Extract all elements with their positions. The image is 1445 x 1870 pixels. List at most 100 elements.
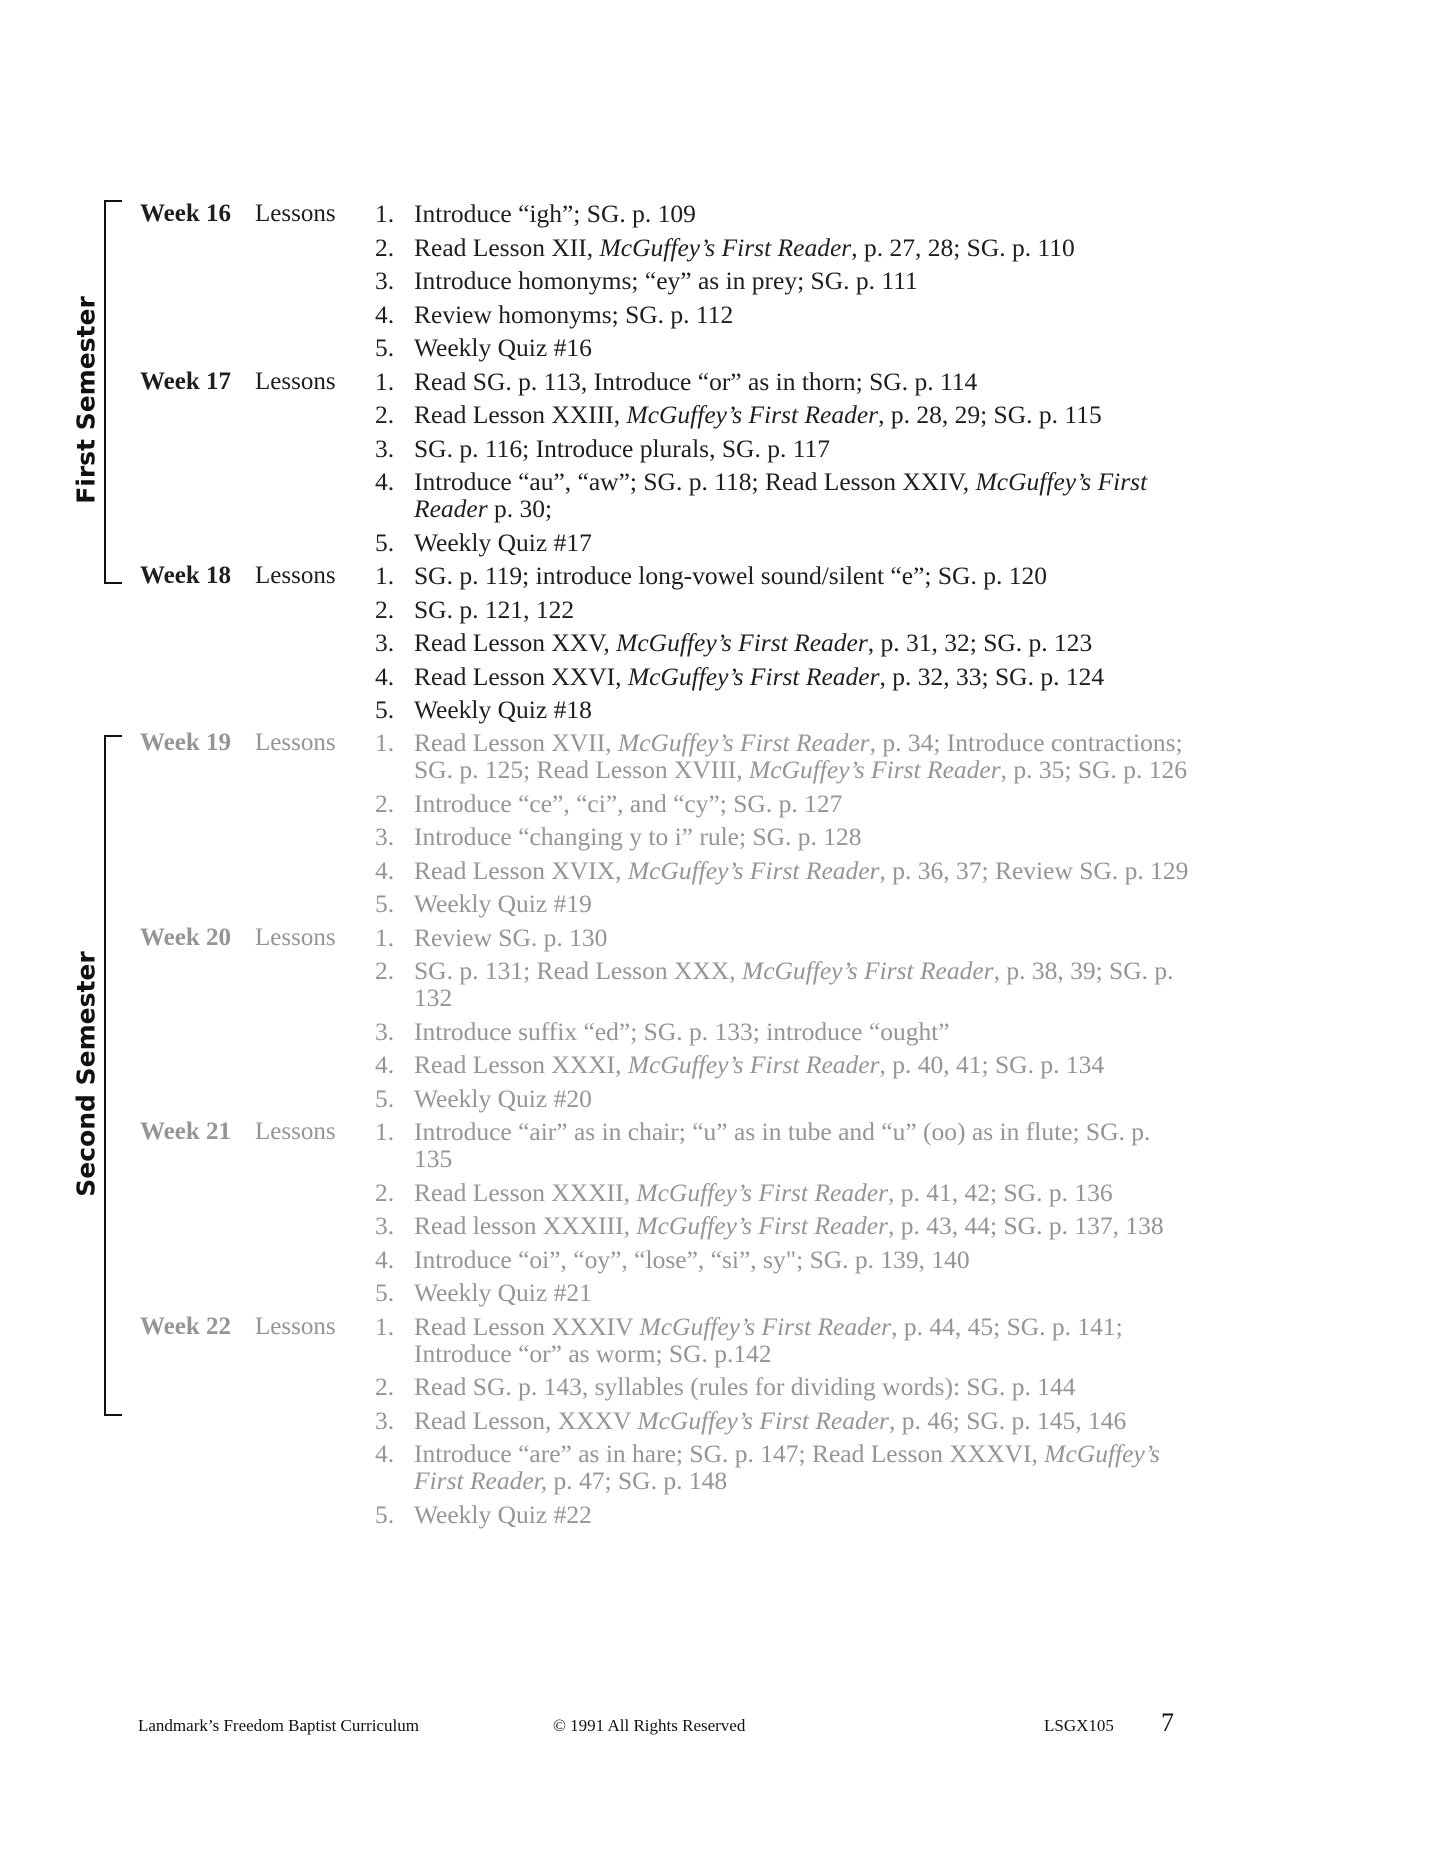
lesson-number: 3.	[375, 628, 395, 657]
lesson-text: Weekly Quiz #21	[414, 1278, 592, 1307]
lesson-item: 2. Introduce “ce”, “ci”, and “cy”; SG. p.…	[375, 790, 1194, 817]
lesson-text: , p. 38, 39; SG. p. 132	[414, 956, 1174, 1012]
week-block: Week 17 Lessons 1. Read SG. p. 113, Introdu…	[0, 368, 1445, 556]
lesson-text: , p. 31, 32; SG. p. 123	[867, 628, 1093, 657]
lessons-label: Lessons	[255, 1118, 336, 1145]
lesson-number: 3.	[375, 1016, 395, 1046]
lesson-item: 4. Read Lesson XXVI, McGuffey’s First Rea…	[375, 663, 1194, 690]
lesson-number: 5.	[375, 1083, 395, 1113]
lesson-item: 5. Weekly Quiz #19	[375, 890, 1194, 917]
lesson-item: 5. Weekly Quiz #22	[375, 1501, 1194, 1528]
lesson-text: Read Lesson XXXI,	[414, 1050, 628, 1079]
week-block: Week 20 Lessons 1. Review SG. p. 130 2. SG. p…	[0, 924, 1445, 1112]
lesson-item: 5. Weekly Quiz #17	[375, 529, 1194, 556]
lesson-number: 5.	[375, 889, 395, 918]
lesson-text: Introduce “air” as in chair; “u” as in t…	[414, 1117, 1151, 1173]
book-title: McGuffey’s First Reader	[636, 1177, 889, 1207]
lesson-item: 4. Introduce “au”, “aw”; SG. p. 118; Read…	[375, 468, 1194, 522]
lesson-item: 5. Weekly Quiz #21	[375, 1279, 1194, 1306]
lesson-text: , p. 44, 45; SG. p. 141; Introduce “or” …	[414, 1311, 1123, 1368]
lesson-text: SG. p. 116; Introduce plurals, SG. p. 11…	[414, 433, 830, 463]
footer-publisher: Landmark’s Freedom Baptist Curriculum	[138, 1716, 419, 1735]
lesson-text: , p. 28, 29; SG. p. 115	[878, 400, 1102, 429]
lesson-item: 2. Read Lesson XXIII, McGuffey’s First Re…	[375, 401, 1194, 428]
lesson-text: p. 47; SG. p. 148	[547, 1466, 728, 1495]
lesson-item: 2. Read SG. p. 143, syllables (rules for …	[375, 1373, 1194, 1400]
lesson-text: Weekly Quiz #18	[414, 695, 592, 724]
lesson-number: 2.	[375, 956, 395, 985]
lesson-item: 1. Read Lesson XXXIV McGuffey’s First Rea…	[375, 1313, 1194, 1367]
lesson-text: Weekly Quiz #19	[414, 889, 592, 918]
lesson-number: 2.	[375, 594, 395, 624]
lesson-number: 2.	[375, 232, 395, 262]
week-label: Week 21	[140, 1118, 231, 1145]
lesson-number: 1.	[375, 922, 395, 952]
lesson-text: Read Lesson XXV,	[414, 628, 617, 657]
lesson-text: Read Lesson XXVI,	[414, 661, 628, 691]
week-label: Week 17	[140, 367, 231, 395]
lesson-text: Read Lesson XVIX,	[414, 855, 628, 885]
lesson-text: Introduce suffix “ed”; SG. p. 133; intro…	[414, 1016, 950, 1046]
lessons-label: Lessons	[255, 923, 336, 951]
lessons-label: Lessons	[255, 562, 336, 589]
lesson-text: Read Lesson XII,	[414, 232, 600, 262]
lesson-item: 3. Read Lesson, XXXV McGuffey’s First Rea…	[375, 1407, 1194, 1434]
lesson-text: SG. p. 131; Read Lesson XXX,	[414, 956, 742, 985]
lesson-text: , p. 40, 41; SG. p. 134	[879, 1050, 1105, 1079]
week-block: Week 16 Lessons 1. Introduce “igh”; SG. p. …	[0, 200, 1445, 361]
lesson-text: , p. 35; SG. p. 126	[1000, 755, 1187, 784]
lesson-item: 3. Read Lesson XXV, McGuffey’s First Read…	[375, 629, 1194, 656]
lesson-text: Read Lesson XXXII,	[414, 1177, 637, 1207]
lesson-text: Weekly Quiz #17	[414, 527, 592, 557]
second-semester-schedule: Week 19 Lessons 1. Read Lesson XVII, McGuff…	[0, 729, 1445, 1534]
first-semester-bracket	[104, 200, 122, 584]
lesson-text: , p. 32, 33; SG. p. 124	[879, 661, 1105, 691]
lesson-number: 3.	[375, 1405, 395, 1435]
lesson-text: Introduce “are” as in hare; SG. p. 147; …	[414, 1439, 1045, 1468]
book-title: McGuffey’s First Reader	[627, 1050, 880, 1079]
lesson-text: Introduce “changing y to i” rule; SG. p.…	[414, 822, 862, 851]
week-label: Week 22	[140, 1312, 231, 1340]
lesson-number: 4.	[375, 661, 395, 691]
lesson-item: 3. Introduce suffix “ed”; SG. p. 133; int…	[375, 1018, 1194, 1045]
lesson-text: Read Lesson XVII,	[414, 728, 618, 757]
lesson-number: 4.	[375, 467, 395, 496]
lesson-text: Read SG. p. 113, Introduce “or” as in th…	[414, 366, 978, 396]
lesson-text: , p. 36, 37; Review SG. p. 129	[879, 855, 1189, 885]
lesson-number: 1.	[375, 561, 395, 590]
lesson-number: 4.	[375, 1050, 395, 1079]
lesson-number: 3.	[375, 822, 395, 851]
first-semester-schedule: Week 16 Lessons 1. Introduce “igh”; SG. p. …	[0, 200, 1445, 730]
lesson-number: 1.	[375, 1117, 395, 1146]
lesson-number: 4.	[375, 299, 395, 329]
lesson-item: 5. Weekly Quiz #20	[375, 1085, 1194, 1112]
lessons-label: Lessons	[255, 1312, 336, 1340]
lesson-number: 1.	[375, 199, 395, 228]
book-title: McGuffey’s First Reader	[741, 956, 994, 985]
lesson-item: 4. Review homonyms; SG. p. 112	[375, 301, 1194, 328]
lesson-number: 5.	[375, 695, 395, 724]
week-label: Week 16	[140, 200, 231, 227]
lesson-number: 5.	[375, 1499, 395, 1529]
lesson-text: Read lesson XXXIII,	[414, 1211, 637, 1240]
lesson-number: 3.	[375, 1211, 395, 1240]
book-title: McGuffey’s First Reader	[626, 400, 879, 429]
lesson-item: 4. Read Lesson XVIX, McGuffey’s First Rea…	[375, 857, 1194, 884]
lesson-text: , p. 43, 44; SG. p. 137, 138	[888, 1211, 1164, 1240]
lesson-number: 2.	[375, 788, 395, 818]
week-label: Week 18	[140, 562, 231, 589]
lesson-text: Review SG. p. 130	[414, 922, 608, 952]
lesson-item: 1. Read Lesson XVII, McGuffey’s First Rea…	[375, 729, 1194, 783]
lesson-number: 1.	[375, 1311, 395, 1341]
second-semester-bracket	[104, 735, 122, 1416]
lesson-item: 3. SG. p. 116; Introduce plurals, SG. p. …	[375, 435, 1194, 462]
lesson-text: Weekly Quiz #20	[414, 1083, 592, 1113]
book-title: McGuffey’s First Reader	[627, 661, 880, 691]
lesson-item: 2. SG. p. 131; Read Lesson XXX, McGuffey’…	[375, 957, 1194, 1011]
lesson-number: 3.	[375, 266, 395, 295]
lesson-number: 4.	[375, 1439, 395, 1468]
lesson-item: 2. Read Lesson XXXII, McGuffey’s First Re…	[375, 1179, 1194, 1206]
lessons-label: Lessons	[255, 367, 336, 395]
book-title: McGuffey’s First Reader	[639, 1311, 892, 1341]
